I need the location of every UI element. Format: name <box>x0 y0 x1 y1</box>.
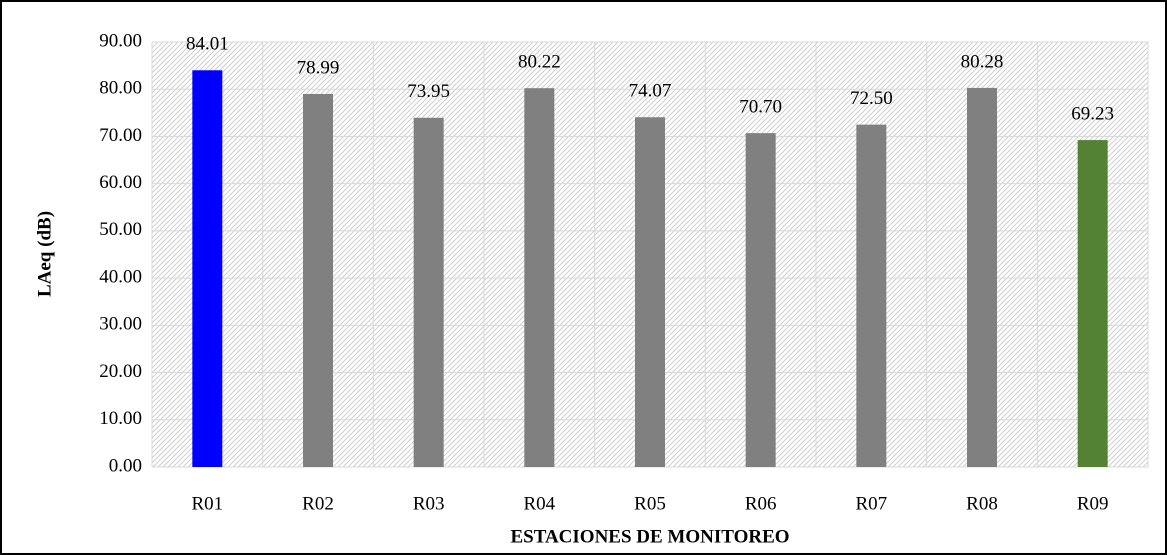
y-tick-label: 40.00 <box>99 266 142 287</box>
bar <box>635 117 665 467</box>
data-label: 73.95 <box>407 81 450 102</box>
y-tick-label: 30.00 <box>99 314 142 335</box>
bar <box>856 124 887 467</box>
data-label: 80.22 <box>518 52 561 73</box>
y-tick-label: 80.00 <box>99 78 142 99</box>
data-label: 84.01 <box>186 34 229 55</box>
bar <box>524 88 555 467</box>
bar <box>1077 140 1108 467</box>
data-label: 80.28 <box>961 51 1004 72</box>
x-axis-label: ESTACIONES DE MONITOREO <box>510 526 789 547</box>
bar <box>303 93 333 467</box>
x-tick-label: R05 <box>634 493 666 514</box>
x-tick-label: R03 <box>413 493 445 514</box>
data-label: 78.99 <box>297 57 340 78</box>
y-tick-label: 70.00 <box>99 125 142 146</box>
y-tick-label: 0.00 <box>109 455 142 476</box>
x-tick-label: R07 <box>855 493 887 514</box>
y-axis-label: LAeq (dB) <box>34 211 55 297</box>
x-tick-label: R01 <box>191 493 223 514</box>
y-tick-label: 20.00 <box>99 361 142 382</box>
data-label: 72.50 <box>850 88 893 109</box>
x-tick-label: R06 <box>745 493 777 514</box>
y-tick-label: 60.00 <box>99 172 142 193</box>
data-label: 69.23 <box>1071 103 1114 124</box>
x-tick-label: R04 <box>523 493 555 514</box>
y-tick-label: 90.00 <box>99 30 142 51</box>
x-tick-label: R02 <box>302 493 334 514</box>
y-tick-label: 10.00 <box>99 408 142 429</box>
bar <box>967 87 997 468</box>
x-tick-label: R08 <box>966 493 998 514</box>
bar <box>192 70 223 468</box>
bar <box>745 133 776 467</box>
bar <box>413 117 444 468</box>
data-label: 74.07 <box>629 81 672 102</box>
x-tick-label: R09 <box>1077 493 1109 514</box>
data-label: 70.70 <box>739 96 782 117</box>
y-tick-label: 50.00 <box>99 219 142 240</box>
